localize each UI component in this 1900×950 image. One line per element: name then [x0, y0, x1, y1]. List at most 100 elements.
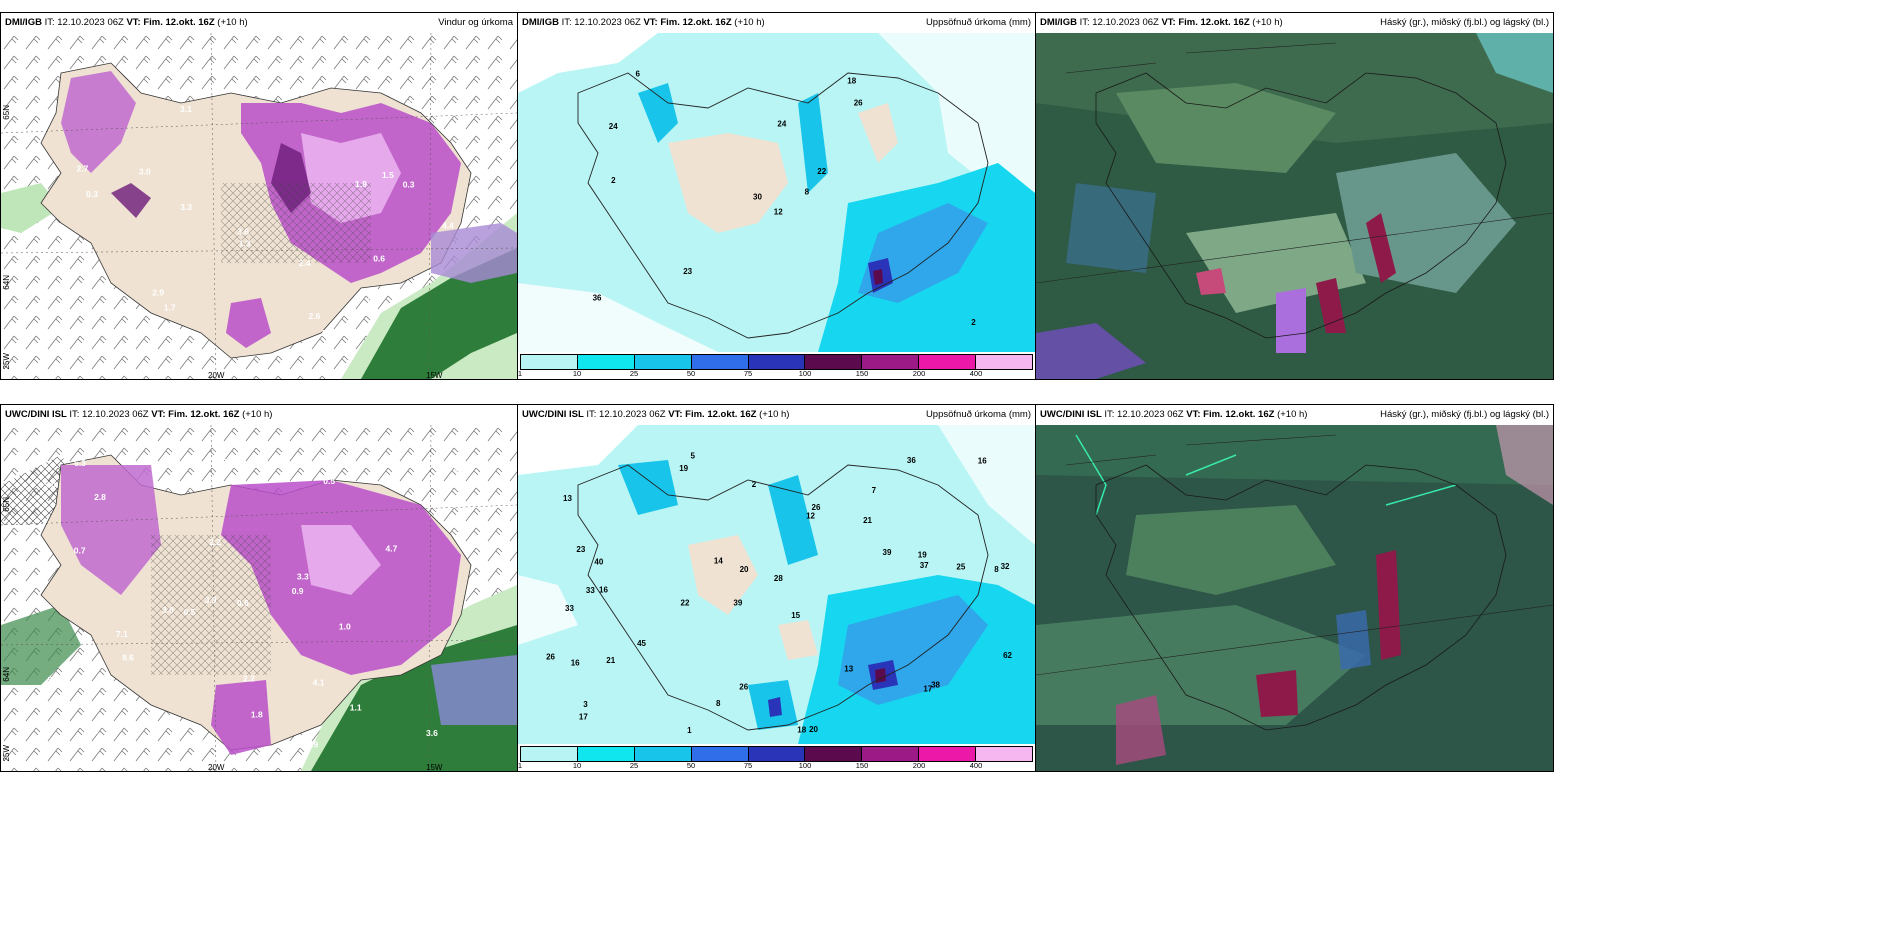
init-time: IT: 12.10.2023 06Z: [586, 409, 666, 420]
value-label: 6.8: [87, 726, 99, 736]
legend-tick: 1: [517, 369, 523, 378]
lon-label: 15W: [426, 763, 443, 772]
cloud-map-svg: [1036, 425, 1553, 771]
init-time: IT: 12.10.2023 06Z: [69, 409, 149, 420]
value-label: 40: [594, 557, 603, 566]
value-label: 12: [806, 511, 815, 520]
legend-ticks: 1 10 25 50 75 100 150 200 400: [517, 369, 1033, 379]
value-label: 2.7: [77, 163, 89, 173]
field-title: Uppsöfnuð úrkoma (mm): [925, 17, 1031, 28]
legend-swatches: [520, 746, 1033, 762]
legend-tick: 400: [969, 761, 983, 770]
value-label: 1.7: [164, 303, 176, 313]
field-title: Vindur og úrkoma: [438, 17, 513, 28]
value-label: 0.5: [184, 607, 196, 617]
legend-swatch: [862, 355, 920, 369]
value-label: 2.2: [153, 723, 165, 733]
value-label: 2.8: [94, 492, 106, 502]
wind-map[interactable]: 1.2 3.1 2.9 3.0 1.5 2.6 4.4 3.3 1.3 1.7 2.8 2.7 3.6 2…: [1, 33, 517, 379]
value-label: 3.6: [237, 227, 249, 237]
value-label: 21: [863, 516, 872, 525]
legend-swatch: [748, 747, 806, 761]
value-label: 17: [923, 685, 932, 694]
legend-tick: 25: [629, 761, 639, 770]
model-name: UWC/DINI ISL: [522, 409, 584, 420]
value-label: 13: [563, 494, 572, 503]
value-label: 17: [579, 713, 588, 722]
legend-swatch: [976, 355, 1033, 369]
valid-time: VT: Fim. 12.okt. 16Z: [643, 17, 732, 28]
value-label: 1.5: [382, 170, 394, 180]
panel-dmi-precip: DMI/IGB IT: 12.10.2023 06Z VT: Fim. 12.o…: [517, 12, 1036, 380]
cloud-map[interactable]: [1036, 33, 1553, 379]
panel-header: DMI/IGB IT: 12.10.2023 06Z VT: Fim. 12.o…: [518, 13, 1035, 33]
cloud-map[interactable]: [1036, 425, 1553, 771]
init-time: IT: 12.10.2023 06Z: [561, 17, 641, 28]
field-title: Uppsöfnuð úrkoma (mm): [925, 409, 1031, 420]
init-time: IT: 12.10.2023 06Z: [1104, 409, 1184, 420]
value-label: 15: [791, 611, 800, 620]
value-label: 2: [971, 318, 976, 327]
value-label: 24: [777, 120, 786, 129]
value-label: 8: [994, 565, 999, 574]
value-label: 16: [599, 586, 608, 595]
value-label: 26: [854, 99, 863, 108]
legend-tick: 200: [912, 369, 926, 378]
value-label: 7.1: [116, 629, 128, 639]
precip-map[interactable]: 12 24 30 36 22 23 18 24 26 8 6 2 2: [518, 33, 1035, 352]
precip-map[interactable]: 5 7 8 39 15 16 13 21 33 12 28 17 19 22 18 20 26 36 39 45 40 3…: [518, 425, 1035, 744]
wind-map[interactable]: 2.3 2.9 2.7 1.1 3.7 2.8 3.0 3.6 2.7 2.2 1.2 1.8 3.9 2…: [1, 425, 517, 771]
precip-legend: 1 10 25 50 75 100 150 200 400: [518, 744, 1035, 771]
legend-swatches: [520, 354, 1033, 370]
lat-label: 65N: [2, 105, 11, 120]
value-label: 0.3: [86, 189, 98, 199]
value-label: 0.6: [237, 598, 249, 608]
value-label: 3.7: [153, 461, 165, 471]
value-label: 3.3: [297, 572, 309, 582]
model-name: DMI/IGB: [5, 17, 42, 28]
lon-label: 20W: [208, 763, 225, 772]
value-label: 4.2: [454, 464, 466, 474]
legend-swatch: [634, 747, 692, 761]
value-label: 0.3: [403, 180, 415, 190]
legend-swatch: [862, 747, 920, 761]
value-label: 3.1: [180, 104, 192, 114]
value-label: 20: [809, 725, 818, 734]
model-name: DMI/IGB: [522, 17, 559, 28]
value-label: 12: [774, 207, 783, 216]
value-label: 6: [636, 70, 641, 79]
legend-swatch: [919, 355, 977, 369]
legend-swatch: [634, 355, 692, 369]
value-label: 22: [817, 167, 826, 176]
value-label: 6.3: [74, 458, 86, 468]
value-label: 62: [1003, 651, 1012, 660]
value-label: 28: [774, 574, 783, 583]
value-label: 0.6: [373, 253, 385, 263]
value-label: 45: [637, 639, 646, 648]
valid-time: VT: Fim. 12.okt. 16Z: [151, 409, 240, 420]
legend-tick: 400: [969, 369, 983, 378]
value-label: 5.6: [408, 99, 420, 109]
lead-time: (+10 h): [1277, 409, 1308, 420]
value-label: 2.4: [299, 258, 311, 268]
value-label: 2.7: [153, 718, 165, 728]
legend-tick: 25: [629, 369, 639, 378]
value-label: 23: [683, 267, 692, 276]
coastline: [1095, 72, 1507, 339]
value-label: 3.3: [180, 202, 192, 212]
panel-header: DMI/IGB IT: 12.10.2023 06Z VT: Fim. 12.o…: [1, 13, 517, 33]
value-label: 25: [956, 563, 965, 572]
value-label: 3.9: [205, 595, 217, 605]
value-label: 26: [739, 682, 748, 691]
panel-header: DMI/IGB IT: 12.10.2023 06Z VT: Fim. 12.o…: [1036, 13, 1553, 33]
legend-swatch: [521, 355, 578, 369]
model-name: UWC/DINI ISL: [5, 409, 67, 420]
cloud-map-svg: [1036, 33, 1553, 379]
value-label: 1.0: [339, 621, 351, 631]
lat-label: 64N: [2, 275, 11, 290]
legend-ticks: 1 10 25 50 75 100 150 200 400: [518, 761, 1033, 771]
value-label: 5: [691, 452, 696, 461]
value-label: 33: [586, 586, 595, 595]
coastline: [577, 464, 989, 731]
wind-map-svg: 1.2 3.1 2.9 3.0 1.5 2.6 4.4 3.3 1.3 1.7 2.8 2.7 3.6 2…: [1, 33, 517, 379]
